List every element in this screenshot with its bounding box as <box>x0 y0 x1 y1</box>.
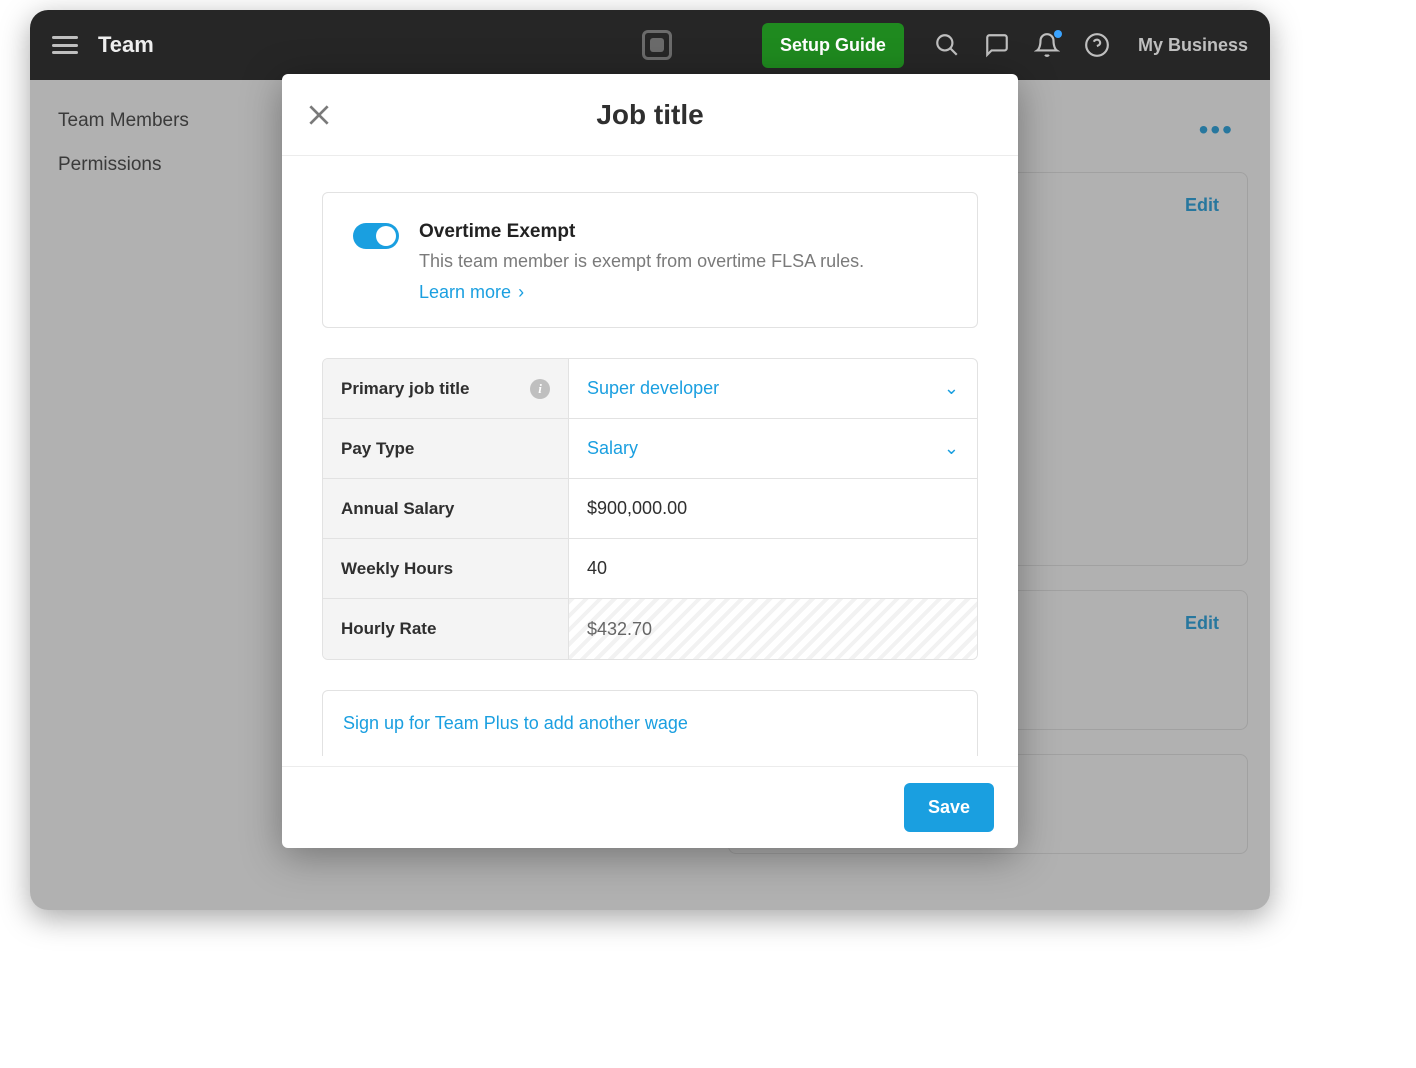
team-plus-upsell-link[interactable]: Sign up for Team Plus to add another wag… <box>322 690 978 756</box>
modal-header: Job title <box>282 74 1018 156</box>
chevron-down-icon: ⌄ <box>944 438 959 459</box>
learn-more-label: Learn more <box>419 282 511 302</box>
my-business-link[interactable]: My Business <box>1138 35 1248 56</box>
notification-dot <box>1054 30 1062 38</box>
select-primary-job-title[interactable]: Super developer ⌄ <box>569 359 977 418</box>
hamburger-menu-icon[interactable] <box>52 36 78 54</box>
setup-guide-button[interactable]: Setup Guide <box>762 23 904 68</box>
app-frame: Team Setup Guide My Business Team Member… <box>30 10 1270 910</box>
input-weekly-hours[interactable]: 40 <box>569 539 977 598</box>
job-title-modal: Job title Overtime Exempt This team memb… <box>282 74 1018 848</box>
search-icon[interactable] <box>934 32 960 58</box>
overtime-title: Overtime Exempt <box>419 221 864 243</box>
bell-icon[interactable] <box>1034 32 1060 58</box>
chat-icon[interactable] <box>984 32 1010 58</box>
square-logo-icon <box>642 30 672 60</box>
label-weekly-hours: Weekly Hours <box>323 539 569 598</box>
chevron-down-icon: ⌄ <box>944 378 959 399</box>
label-pay-type: Pay Type <box>323 419 569 478</box>
overtime-description: This team member is exempt from overtime… <box>419 251 864 272</box>
topbar-title: Team <box>98 32 154 58</box>
help-icon[interactable] <box>1084 32 1110 58</box>
row-primary-job-title: Primary job title i Super developer ⌄ <box>323 359 977 419</box>
save-button[interactable]: Save <box>904 783 994 832</box>
select-pay-type[interactable]: Salary ⌄ <box>569 419 977 478</box>
input-annual-salary[interactable]: $900,000.00 <box>569 479 977 538</box>
close-icon[interactable] <box>306 102 332 128</box>
modal-footer: Save <box>282 766 1018 848</box>
row-pay-type: Pay Type Salary ⌄ <box>323 419 977 479</box>
value-hourly-rate: $432.70 <box>569 599 977 659</box>
learn-more-link[interactable]: Learn more › <box>419 282 864 303</box>
label-hourly-rate: Hourly Rate <box>323 599 569 659</box>
modal-title: Job title <box>596 99 703 131</box>
topbar: Team Setup Guide My Business <box>30 10 1270 80</box>
chevron-right-icon: › <box>513 282 524 302</box>
row-annual-salary: Annual Salary $900,000.00 <box>323 479 977 539</box>
label-primary-job-title: Primary job title i <box>323 359 569 418</box>
row-weekly-hours: Weekly Hours 40 <box>323 539 977 599</box>
job-grid: Primary job title i Super developer ⌄ Pa… <box>322 358 978 660</box>
label-annual-salary: Annual Salary <box>323 479 569 538</box>
modal-body: Overtime Exempt This team member is exem… <box>282 156 1018 766</box>
info-icon[interactable]: i <box>530 379 550 399</box>
overtime-card: Overtime Exempt This team member is exem… <box>322 192 978 328</box>
row-hourly-rate: Hourly Rate $432.70 <box>323 599 977 659</box>
overtime-toggle[interactable] <box>353 223 399 249</box>
